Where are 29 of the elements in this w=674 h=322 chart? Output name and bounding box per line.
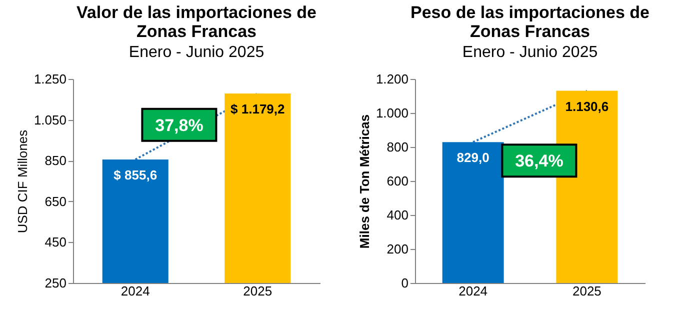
annotation: 36,4%	[515, 152, 564, 171]
chart-title: Valor de las importaciones de Zonas Francas	[76, 3, 316, 41]
y-tick-label: 400	[386, 208, 408, 222]
x-tick-label: 2025	[243, 284, 272, 298]
data-label: 1.130,6	[565, 98, 609, 114]
data-label: $ 1.179,2	[230, 101, 285, 116]
y-tick-label: 1.250	[34, 72, 66, 86]
chart-subtitle: Enero - Junio 2025	[128, 44, 264, 61]
y-axis-title: Miles de Ton Métricas	[356, 114, 372, 249]
chart-title: Peso de las importaciones de Zonas Francas	[410, 3, 650, 41]
y-tick-label: 0	[401, 276, 408, 290]
y-tick-label: 1.200	[376, 72, 408, 86]
y-tick-label: 200	[386, 242, 408, 256]
x-tick-label: 2025	[572, 284, 602, 298]
data-label: 829,0	[456, 150, 490, 166]
y-axis-title: USD CIF Millones	[14, 129, 30, 234]
y-tick-label: 650	[44, 194, 66, 209]
y-tick-label: 450	[44, 234, 66, 250]
y-tick-label: 250	[44, 276, 66, 290]
y-tick-label: 600	[386, 174, 408, 188]
annotation: 37,8%	[155, 116, 204, 135]
y-tick-label: 1.050	[34, 112, 66, 128]
chart-subtitle: Enero - Junio 2025	[462, 44, 598, 61]
y-tick-label: 850	[44, 153, 66, 168]
x-tick-label: 2024	[458, 284, 488, 298]
y-tick-label: 800	[386, 140, 408, 154]
x-tick-label: 2024	[120, 284, 150, 298]
data-label: $ 855,6	[114, 167, 158, 182]
y-tick-label: 1.000	[376, 106, 408, 120]
